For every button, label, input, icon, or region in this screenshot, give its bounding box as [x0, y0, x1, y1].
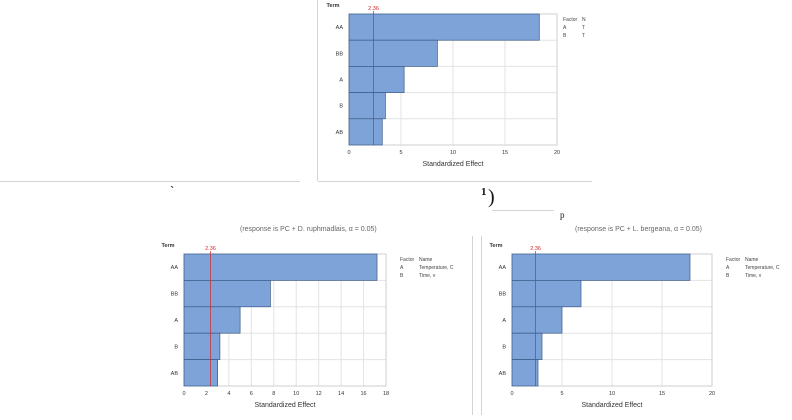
tick-label-a: A: [174, 318, 178, 324]
bar-bb: [183, 280, 271, 308]
bar-b: [348, 92, 386, 120]
x-tick-label: 20: [709, 391, 715, 397]
right-subtitle-rule: [492, 210, 554, 211]
bar-a: [183, 306, 241, 334]
x-tick-label: 4: [227, 391, 230, 397]
tick-label-ab: AB: [336, 130, 344, 136]
tick-label-ab: AB: [499, 371, 507, 377]
pareto-chart-bottom-left: AA BB A B AB 2.36 0 2 4 6 8 10 12 14 16 18 Term Standardi…: [160, 236, 472, 415]
bottom-right-panel-left-border: [481, 236, 482, 415]
x-tick-label: 18: [383, 391, 389, 397]
x-axis-label: Standardized Effect: [255, 402, 316, 409]
legend-name-a: T: [582, 25, 585, 31]
tick-label-a: A: [339, 78, 343, 84]
tick-label-ab: AB: [171, 371, 179, 377]
legend-header-factor: Factor: [726, 257, 741, 263]
bar-b: [183, 332, 221, 360]
y-axis-label: Term: [161, 243, 174, 249]
x-axis-label: Standardized Effect: [423, 161, 484, 168]
fragment-p: p: [560, 210, 565, 220]
x-tick-label: 0: [510, 391, 513, 397]
bar-ab: [348, 118, 383, 146]
tick-label-aa: AA: [499, 265, 507, 271]
legend-factor-a: A: [726, 265, 730, 271]
tick-label-bb: BB: [336, 51, 344, 57]
tick-label-bb: BB: [171, 292, 179, 298]
legend-name-b: T: [582, 33, 585, 39]
x-tick-label: 15: [502, 150, 508, 156]
fragment-close-paren: ): [488, 186, 495, 208]
bar-bb: [511, 280, 582, 308]
subtitle-right: (response is PC + L. bergeana, α = 0.05): [575, 226, 703, 233]
tick-label-b: B: [502, 344, 506, 350]
legend-factor-b: B: [563, 33, 567, 39]
y-axis-label: Term: [489, 243, 502, 249]
top-panel-bottom-line: [318, 181, 592, 182]
reference-line-label: 2.36: [368, 6, 379, 12]
legend-header-name: Name: [745, 257, 759, 263]
legend-header-name: N: [582, 17, 586, 23]
pareto-chart-bottom-right: AA BB A B AB 2.36 0 5 10 15 20 Term Standardized Eff…: [481, 236, 792, 415]
x-tick-label: 5: [560, 391, 563, 397]
x-tick-label: 10: [609, 391, 615, 397]
bar-a: [348, 66, 405, 93]
x-tick-label: 10: [293, 391, 299, 397]
legend-factor-a: A: [400, 265, 404, 271]
x-tick-label: 0: [347, 150, 350, 156]
bar-aa: [511, 253, 691, 281]
legend-factor-b: B: [726, 273, 730, 279]
bottom-left-panel-right-border: [472, 236, 473, 415]
legend-factor-a: A: [563, 25, 567, 31]
reference-line-label: 2.36: [530, 246, 541, 252]
x-tick-label: 6: [250, 391, 253, 397]
fragment-backtick: `: [170, 183, 175, 198]
tick-label-aa: AA: [336, 25, 344, 31]
legend-factor-b: B: [400, 273, 404, 279]
top-panel-left-border: [317, 0, 318, 181]
tick-label-b: B: [174, 344, 178, 350]
bar-ab: [511, 359, 539, 387]
legend-header-factor: Factor: [563, 17, 578, 23]
x-tick-label: 2: [205, 391, 208, 397]
y-axis-label: Term: [326, 3, 339, 9]
x-tick-label: 16: [360, 391, 366, 397]
x-tick-label: 20: [554, 150, 560, 156]
legend-header-factor: Factor: [400, 257, 415, 263]
bar-ab: [183, 359, 219, 387]
tick-label-b: B: [339, 104, 343, 110]
legend-name-b: Time, v: [419, 273, 436, 279]
x-tick-label: 8: [272, 391, 275, 397]
legend-name-b: Time, v: [745, 273, 762, 279]
tick-label-bb: BB: [499, 292, 507, 298]
x-axis-label: Standardized Effect: [582, 402, 643, 409]
pareto-chart-top: AA BB A B AB 2.36 0 5 10 15 20 Term Standardized Eff…: [318, 0, 592, 181]
x-tick-label: 12: [316, 391, 322, 397]
bar-b: [511, 332, 543, 360]
legend-name-a: Temperature, C: [419, 265, 454, 271]
top-left-bottom-line: [0, 181, 300, 182]
x-tick-label: 14: [338, 391, 344, 397]
reference-line-label: 2.36: [205, 246, 216, 252]
bar-bb: [348, 39, 438, 67]
legend-name-a: Temperature, C: [745, 265, 780, 271]
x-tick-label: 0: [182, 391, 185, 397]
x-tick-label: 5: [399, 150, 402, 156]
x-tick-label: 10: [450, 150, 456, 156]
bar-aa: [183, 253, 378, 281]
bar-a: [511, 306, 563, 334]
legend-header-name: Name: [419, 257, 433, 263]
fragment-superscript: 1: [481, 186, 487, 198]
x-tick-label: 15: [659, 391, 665, 397]
tick-label-a: A: [502, 318, 506, 324]
subtitle-left: (response is PC + D. ruphmadlais, α = 0.…: [240, 226, 377, 233]
tick-label-aa: AA: [171, 265, 179, 271]
bar-aa: [348, 13, 540, 41]
